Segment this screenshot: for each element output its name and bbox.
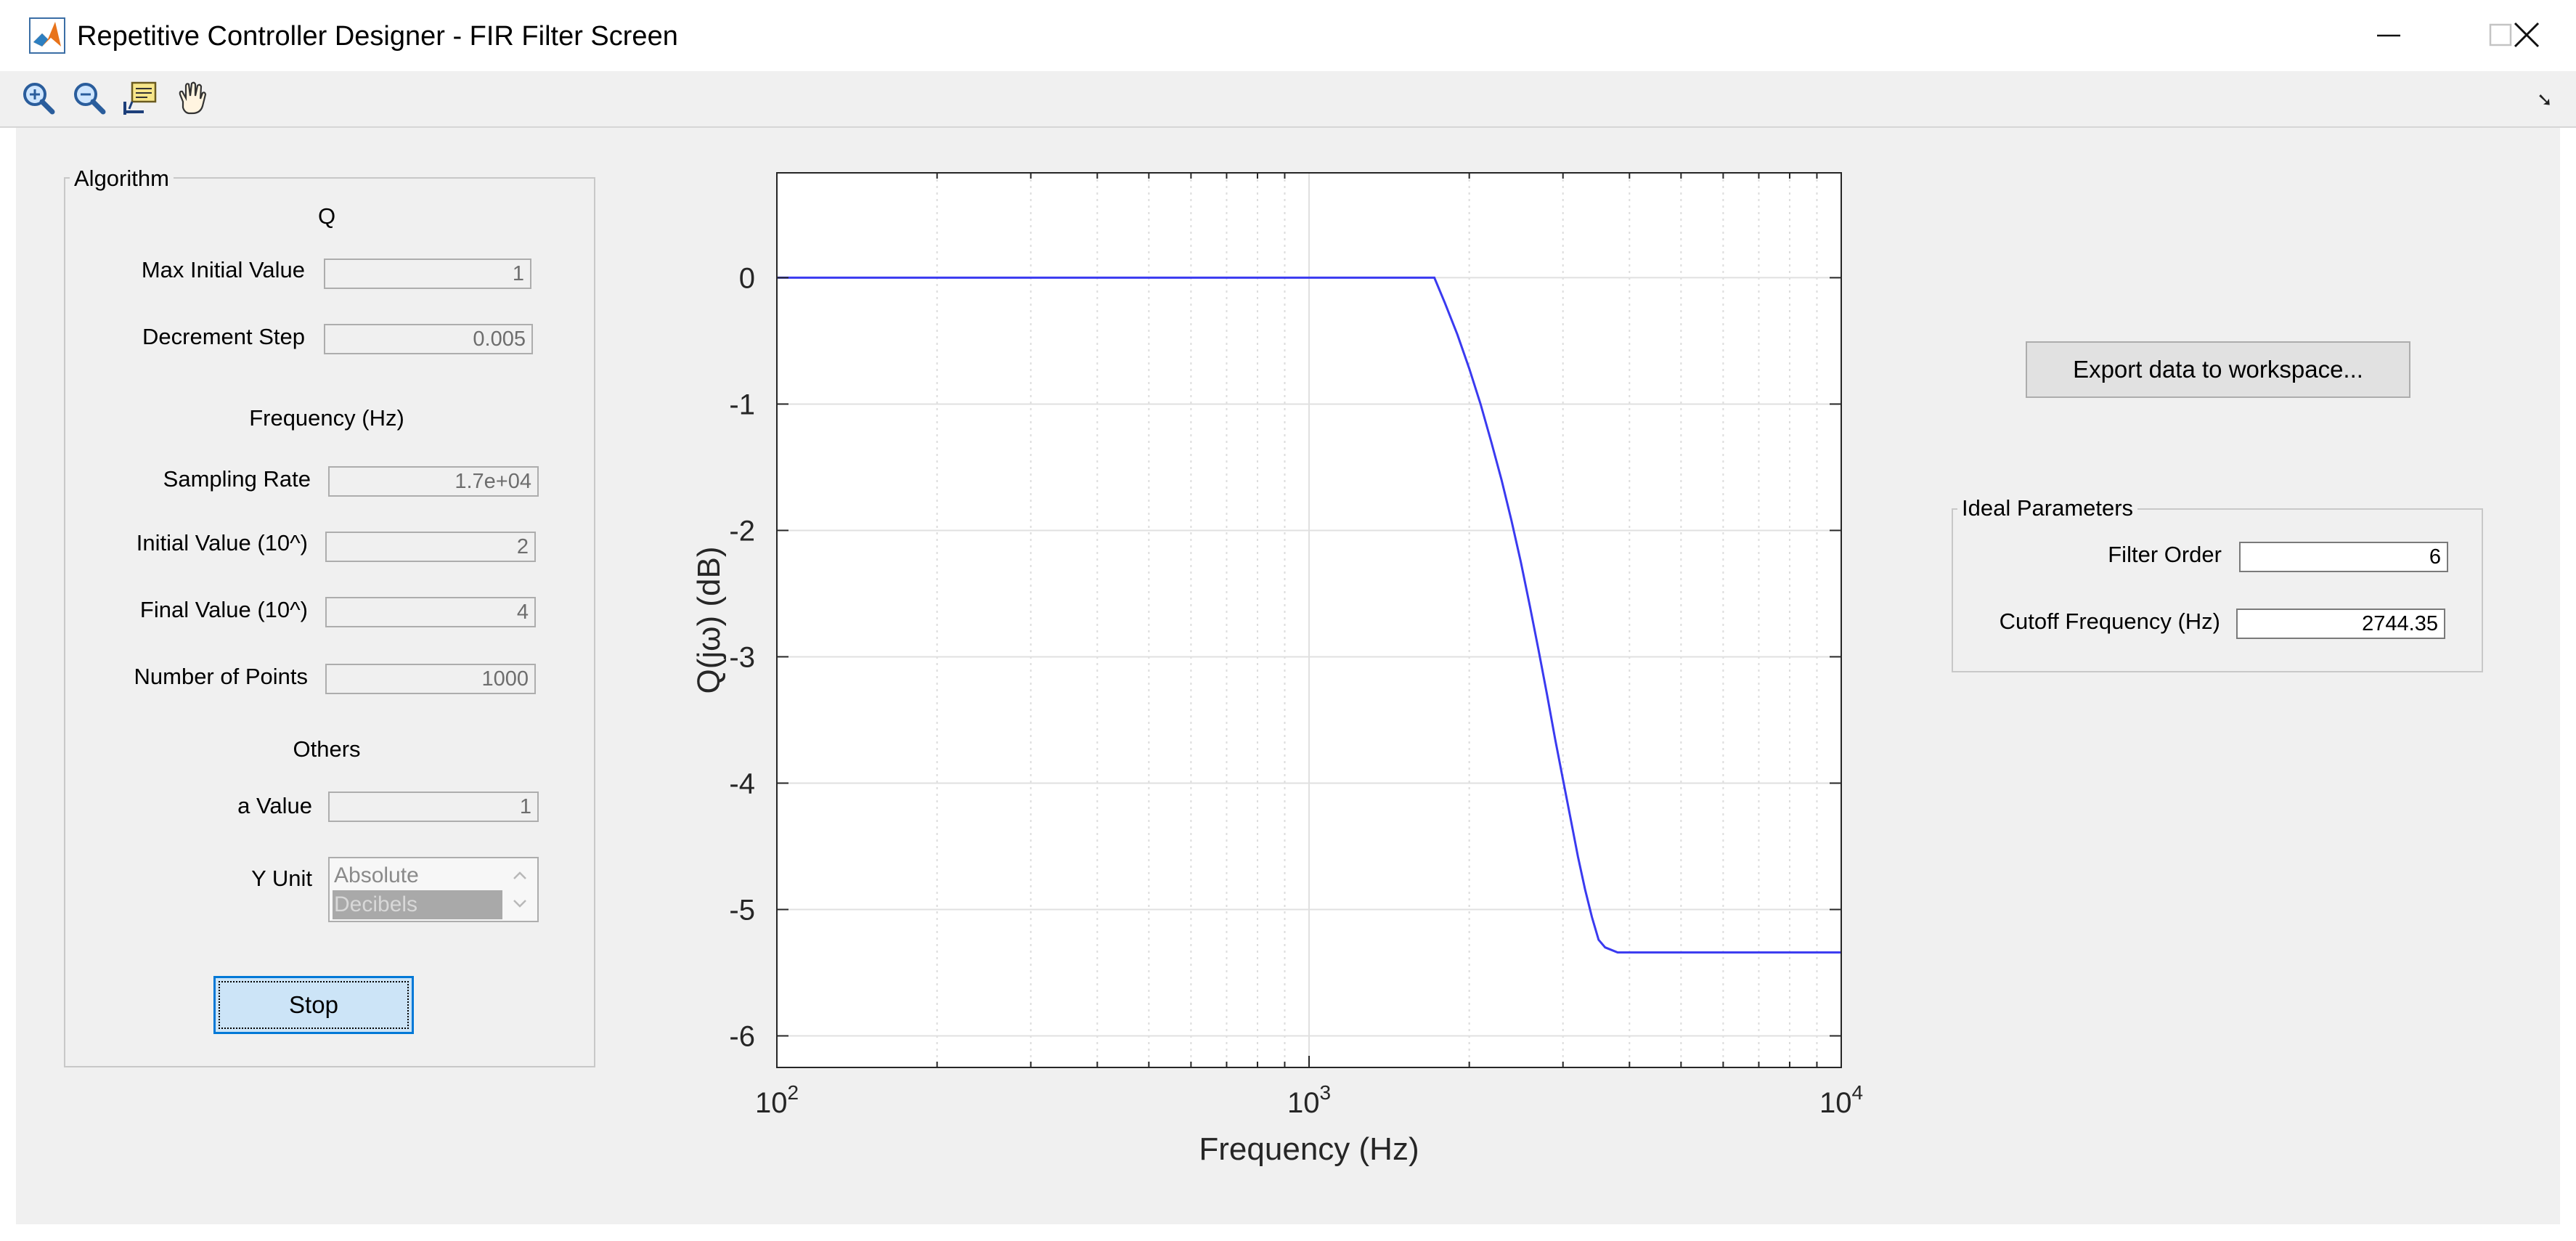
zoom-out-button[interactable] — [67, 76, 112, 121]
others-section-heading: Others — [293, 736, 361, 762]
close-button[interactable] — [2467, 0, 2576, 71]
window-title: Repetitive Controller Designer - FIR Fil… — [77, 21, 678, 52]
y-unit-label: Y Unit — [251, 866, 312, 891]
title-bar: Repetitive Controller Designer - FIR Fil… — [0, 0, 2576, 71]
dock-arrow-icon[interactable]: ➘ — [2537, 89, 2553, 110]
y-tick-label: -5 — [729, 894, 755, 926]
sampling-rate-label: Sampling Rate — [163, 466, 311, 492]
chevron-up-icon[interactable] — [502, 860, 537, 890]
matlab-icon — [29, 17, 65, 54]
x-tick-label: 104 — [1819, 1081, 1863, 1119]
frequency-section-heading: Frequency (Hz) — [249, 405, 404, 431]
minimize-icon — [2377, 34, 2400, 37]
y-tick-label: -4 — [729, 768, 755, 799]
export-data-button[interactable]: Export data to workspace... — [2026, 341, 2410, 398]
x-tick-label: 102 — [755, 1081, 799, 1119]
y-unit-listbox[interactable]: Absolute Decibels — [328, 857, 539, 922]
initial-value-field[interactable]: 2 — [325, 532, 536, 562]
final-value-field[interactable]: 4 — [325, 597, 536, 627]
zoom-in-icon — [23, 83, 55, 115]
final-value-label: Final Value (10^) — [139, 597, 308, 622]
decrement-step-field[interactable]: 0.005 — [324, 324, 533, 354]
minimize-button[interactable] — [2338, 0, 2447, 71]
max-initial-value-label: Max Initial Value — [141, 257, 305, 282]
x-axis-label: Frequency (Hz) — [1199, 1131, 1419, 1167]
y-tick-label: -6 — [729, 1020, 755, 1052]
window-bottom-edge — [0, 1224, 2576, 1241]
y-axis-label: Q(jω) (dB) — [691, 546, 727, 693]
tick-marks — [776, 173, 1842, 1067]
zoom-out-icon — [74, 83, 106, 115]
number-of-points-label: Number of Points — [134, 664, 309, 689]
ideal-parameters-panel — [1952, 508, 2483, 672]
q-section-heading: Q — [317, 203, 336, 229]
sampling-rate-field[interactable]: 1.7e+04 — [328, 466, 539, 497]
a-value-field[interactable]: 1 — [328, 792, 539, 822]
data-cursor-icon — [123, 81, 157, 115]
maximize-button[interactable] — [2447, 0, 2556, 71]
number-of-points-field[interactable]: 1000 — [325, 664, 536, 694]
initial-value-label: Initial Value (10^) — [136, 530, 308, 556]
data-cursor-button[interactable] — [118, 76, 163, 121]
y-tick-label: -3 — [729, 641, 755, 673]
algorithm-panel — [64, 177, 595, 1067]
y-unit-option-absolute[interactable]: Absolute — [334, 863, 419, 887]
y-tick-label: -2 — [729, 515, 755, 547]
series-line[interactable] — [777, 276, 1841, 954]
cutoff-frequency-field[interactable]: 2744.35 — [2236, 609, 2445, 639]
close-icon — [2514, 22, 2540, 48]
y-unit-option-decibels[interactable]: Decibels — [333, 890, 502, 919]
stop-button[interactable]: Stop — [213, 976, 414, 1034]
zoom-in-button[interactable] — [16, 76, 61, 121]
figure-toolbar: ➘ — [0, 71, 2576, 128]
pan-hand-icon — [179, 81, 207, 115]
chevron-down-icon[interactable] — [502, 889, 537, 919]
algorithm-panel-title: Algorithm — [70, 166, 174, 192]
a-value-label: a Value — [237, 793, 312, 818]
x-tick-label: 103 — [1287, 1081, 1331, 1119]
series-layer — [777, 276, 1841, 954]
y-tick-labels: 0 -1 -2 -3 -4 -5 -6 — [729, 262, 755, 1052]
y-tick-label: -1 — [729, 388, 755, 420]
max-initial-value-field[interactable]: 1 — [324, 259, 531, 289]
pan-button[interactable] — [168, 76, 213, 121]
y-unit-scrollbar[interactable] — [502, 858, 537, 921]
filter-order-field[interactable]: 6 — [2239, 542, 2448, 572]
ideal-parameters-title: Ideal Parameters — [1957, 495, 2138, 521]
x-tick-labels: 102 103 104 — [755, 1081, 1863, 1119]
maximize-icon — [2489, 23, 2512, 46]
decrement-step-label: Decrement Step — [142, 324, 305, 349]
y-tick-label: 0 — [739, 262, 755, 294]
cutoff-frequency-label: Cutoff Frequency (Hz) — [1999, 609, 2220, 634]
frequency-response-chart[interactable]: 0 -1 -2 -3 -4 -5 -6 102 103 104 Frequency (Hz) Q… — [653, 152, 1902, 1184]
filter-order-label: Filter Order — [2108, 542, 2222, 567]
